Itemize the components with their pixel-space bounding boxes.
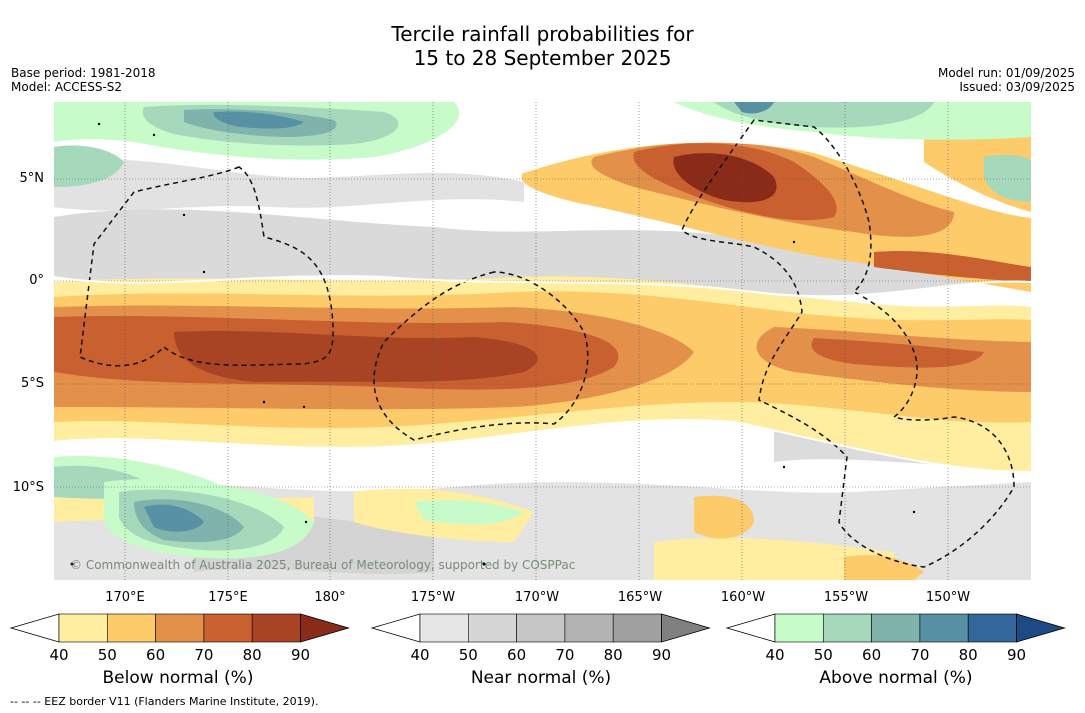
base-period: Base period: 1981-2018	[11, 66, 156, 80]
colorbar-min-extension	[370, 613, 421, 643]
island-markers	[70, 122, 916, 566]
colorbar-tick-label: 80	[243, 646, 262, 664]
model-run: Model run: 01/09/2025	[937, 66, 1075, 80]
colorbar-max-extension	[300, 613, 350, 643]
issued-date: Issued: 03/09/2025	[959, 80, 1075, 94]
lon-label-155w: 155°W	[823, 590, 869, 605]
colorbar-tick-label: 90	[291, 646, 310, 664]
map-svg	[54, 102, 1031, 580]
colorbar-segment	[107, 613, 156, 643]
colorbar-segment	[467, 613, 517, 643]
colorbar-tick-label: 70	[194, 646, 213, 664]
lon-label-175e: 175°E	[208, 590, 248, 605]
map-title: Tercile rainfall probabilities for 15 to…	[0, 22, 1085, 70]
meta-left: Base period: 1981-2018 Model: ACCESS-S2	[11, 66, 156, 94]
lon-label-175w: 175°W	[410, 590, 456, 605]
colorbar-segment	[516, 613, 566, 643]
colorbar-segment	[564, 613, 614, 643]
lat-label-10s: 10°S	[12, 480, 44, 495]
colorbar-tick-label: 60	[862, 646, 881, 664]
colorbar-segment	[251, 613, 301, 643]
colorbar-tick-label: 40	[765, 646, 784, 664]
colorbar-min-extension	[9, 613, 60, 643]
colorbar-max-extension	[1016, 613, 1066, 643]
probability-map: © Commonwealth of Australia 2025, Bureau…	[54, 102, 1031, 580]
colorbar-tick-label: 90	[652, 646, 671, 664]
colorbar-min-extension	[725, 613, 776, 643]
title-line-1: Tercile rainfall probabilities for	[391, 22, 694, 46]
colorbar-segment	[967, 613, 1017, 643]
colorbar-tick-label: 70	[555, 646, 574, 664]
colorbar-title-above: Above normal (%)	[819, 668, 973, 688]
lat-label-0: 0°	[29, 273, 44, 288]
colorbar-tick-label: 60	[507, 646, 526, 664]
lon-label-150w: 150°W	[925, 590, 971, 605]
above-normal-regions	[54, 102, 1031, 559]
colorbar-tick-label: 50	[98, 646, 117, 664]
lon-label-165w: 165°W	[617, 590, 663, 605]
colorbar-tick-label: 80	[604, 646, 623, 664]
colorbar-tick-label: 40	[410, 646, 429, 664]
colorbar-above-normal: 40 50 60 70 80 90	[725, 613, 1066, 664]
lat-label-5s: 5°S	[20, 376, 44, 391]
colorbar-segment	[612, 613, 662, 643]
colorbar-tick-label: 50	[814, 646, 833, 664]
colorbar-tick-label: 60	[146, 646, 165, 664]
colorbar-near-normal: 40 50 60 70 80 90	[370, 613, 711, 664]
model-name: Model: ACCESS-S2	[11, 80, 123, 94]
colorbar-segment	[203, 613, 253, 643]
colorbar-title-below: Below normal (%)	[102, 668, 254, 688]
colorbar-title-near: Near normal (%)	[470, 668, 612, 688]
lon-label-160w: 160°W	[720, 590, 766, 605]
colorbar-segment	[419, 613, 469, 643]
colorbar-segment	[774, 613, 824, 643]
meta-right: Model run: 01/09/2025 Issued: 03/09/2025	[938, 66, 1075, 94]
colorbar-segment	[822, 613, 872, 643]
lon-label-170e: 170°E	[105, 590, 145, 605]
colorbar-tick-label: 70	[910, 646, 929, 664]
colorbar-segment	[871, 613, 921, 643]
contour-lines	[54, 140, 1031, 473]
colorbars-svg: 40 50 60 70 80 90 40 50 60 70 80 90 40 50 60 70 80 90	[9, 613, 1066, 664]
colorbar-tick-label: 80	[959, 646, 978, 664]
copyright-text: © Commonwealth of Australia 2025, Bureau…	[70, 558, 576, 572]
below-normal-regions	[54, 102, 1031, 580]
eez-borders	[79, 119, 1015, 568]
colorbar-segment	[58, 613, 108, 643]
colorbar-tick-label: 90	[1007, 646, 1026, 664]
lon-label-180: 180°	[314, 590, 346, 605]
eez-footnote: -- -- -- EEZ border V11 (Flanders Marine…	[10, 695, 319, 708]
colorbar-tick-label: 50	[459, 646, 478, 664]
lat-label-5n: 5°N	[19, 171, 45, 186]
colorbar-max-extension	[661, 613, 711, 643]
title-line-2: 15 to 28 September 2025	[413, 46, 672, 70]
colorbar-tick-label: 40	[49, 646, 68, 664]
colorbar-segment	[155, 613, 205, 643]
lon-label-170w: 170°W	[514, 590, 560, 605]
colorbar-below-normal: 40 50 60 70 80 90	[9, 613, 350, 664]
colorbar-segment	[919, 613, 969, 643]
